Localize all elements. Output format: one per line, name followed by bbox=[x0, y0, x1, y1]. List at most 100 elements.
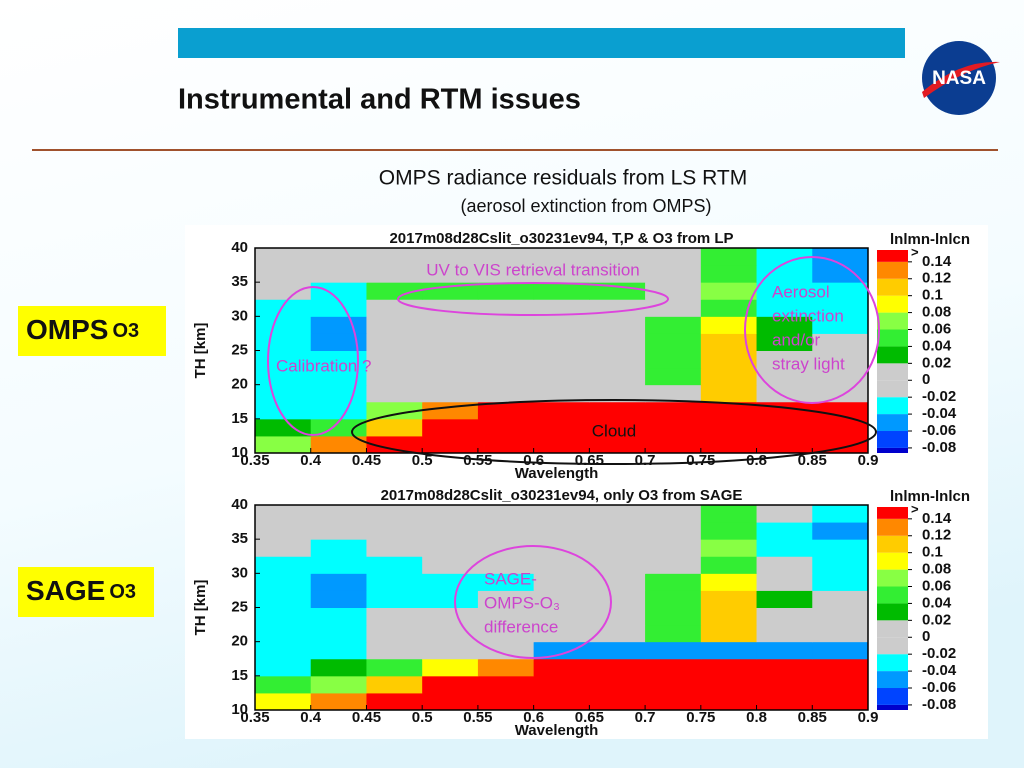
heatmap-cell bbox=[533, 248, 590, 266]
heatmap-cell bbox=[756, 367, 813, 386]
heatmap-cell bbox=[366, 522, 423, 540]
side-label-box bbox=[18, 306, 166, 356]
heatmap-cell bbox=[700, 675, 758, 694]
x-tick-label: 0.65 bbox=[575, 709, 604, 726]
heatmap-cell bbox=[812, 299, 869, 317]
side-label-species: O3 bbox=[109, 581, 136, 603]
heatmap-cell bbox=[366, 384, 423, 403]
heatmap-cell bbox=[310, 350, 367, 369]
colorbar-segment bbox=[877, 363, 908, 381]
heatmap-cell bbox=[422, 607, 479, 626]
heatmap-cell bbox=[366, 299, 423, 317]
heatmap-cell bbox=[700, 350, 758, 369]
heatmap-cell bbox=[310, 539, 367, 557]
heatmap-cell bbox=[812, 692, 869, 711]
heatmap-cell bbox=[589, 539, 646, 557]
heatmap-cell bbox=[422, 350, 479, 369]
heatmap-cell bbox=[310, 590, 367, 608]
side-label: SAGE O3 bbox=[18, 567, 154, 617]
colorbar-tick-label: -0.02 bbox=[922, 388, 956, 405]
heatmap-cell bbox=[589, 573, 646, 591]
heatmap-cell bbox=[422, 384, 479, 403]
heatmap-cell bbox=[645, 367, 702, 386]
heatmap-cell bbox=[310, 248, 367, 266]
colorbar-segment bbox=[877, 447, 908, 453]
logo-circle bbox=[922, 41, 996, 115]
colorbar-segment bbox=[877, 535, 908, 553]
heatmap-cell bbox=[310, 692, 367, 711]
heatmap-cell bbox=[477, 641, 535, 660]
heatmap-cell bbox=[422, 333, 479, 351]
heatmap-cell bbox=[477, 282, 535, 300]
annotation-text: difference bbox=[484, 617, 558, 636]
side-label-species: O3 bbox=[112, 320, 139, 342]
colorbar-segment bbox=[877, 654, 908, 672]
colorbar-tick-label: 0.04 bbox=[922, 594, 952, 611]
heatmap-cell bbox=[310, 435, 367, 454]
annotation-text: OMPS-O₃ bbox=[484, 593, 560, 612]
heatmap-cell bbox=[255, 641, 312, 660]
heatmap-cell bbox=[366, 590, 423, 608]
heatmap-cell bbox=[310, 367, 367, 386]
colorbar-tick-label: 0 bbox=[922, 628, 930, 645]
heatmap-cell bbox=[645, 675, 702, 694]
heatmap-cell bbox=[812, 401, 869, 420]
heatmap-cell bbox=[533, 607, 590, 626]
x-tick-label: 0.45 bbox=[352, 709, 381, 726]
heatmap-cell bbox=[255, 539, 312, 557]
chart: 2017m08d28Cslit_o30231ev94, T,P & O3 fro… bbox=[185, 225, 988, 482]
heatmap-cell bbox=[422, 556, 479, 574]
heatmap-cell bbox=[700, 590, 758, 608]
heatmap-cell bbox=[645, 641, 702, 660]
heatmap-cell bbox=[756, 539, 813, 557]
heatmap-cell bbox=[700, 265, 758, 283]
heatmap-cell bbox=[645, 607, 702, 626]
heatmap-cell bbox=[533, 316, 590, 334]
colorbar-segment bbox=[877, 620, 908, 638]
heatmap-cell bbox=[533, 401, 590, 420]
annotation-ellipse bbox=[397, 282, 669, 316]
annotation-text: UV to VIS retrieval transition bbox=[426, 260, 640, 279]
heatmap-cell bbox=[310, 556, 367, 574]
heatmap-cell bbox=[422, 692, 479, 711]
heatmap-cell bbox=[756, 384, 813, 403]
colorbar-tick-label: 0.06 bbox=[922, 320, 951, 337]
colorbar-segment bbox=[877, 295, 908, 313]
heatmap-cell bbox=[756, 350, 813, 369]
heatmap-cell bbox=[477, 418, 535, 437]
colorbar-tick-label: 0.1 bbox=[922, 287, 943, 304]
colorbar-tick-label: 0 bbox=[922, 371, 930, 388]
heatmap-cell bbox=[310, 607, 367, 626]
colorbar-segment bbox=[877, 704, 908, 710]
annotation-ellipse bbox=[351, 399, 877, 465]
heatmap-cell bbox=[812, 675, 869, 694]
heatmap-cell bbox=[700, 248, 758, 266]
colorbar-segment bbox=[877, 671, 908, 689]
heatmap-cell bbox=[533, 384, 590, 403]
colorbar-segment bbox=[877, 346, 908, 364]
chart-title: 2017m08d28Cslit_o30231ev94, only O3 from… bbox=[381, 487, 743, 504]
colorbar-tick-label: 0.02 bbox=[922, 354, 951, 371]
x-tick-label: 0.4 bbox=[300, 452, 322, 469]
colorbar-tick-label: -0.08 bbox=[922, 439, 956, 456]
colorbar-tick-label: 0.02 bbox=[922, 611, 951, 628]
heatmap-cell bbox=[533, 282, 590, 300]
x-tick-label: 0.9 bbox=[858, 452, 879, 469]
heatmap-cell bbox=[589, 265, 646, 283]
heatmap-cell bbox=[812, 522, 869, 540]
colorbar-segment bbox=[877, 329, 908, 347]
heatmap-cell bbox=[477, 248, 535, 266]
heatmap-cell bbox=[255, 248, 312, 266]
heatmap-cell bbox=[700, 282, 758, 300]
colorbar-tick-label: 0.14 bbox=[922, 253, 952, 270]
heatmap-cell bbox=[422, 367, 479, 386]
colorbar-segment bbox=[877, 569, 908, 587]
heatmap-cell bbox=[589, 641, 646, 660]
heatmap-cell bbox=[589, 505, 646, 523]
heatmap-cell bbox=[255, 418, 312, 437]
heatmap-cell bbox=[589, 384, 646, 403]
heatmap-cell bbox=[366, 418, 423, 437]
y-axis-label: TH [km] bbox=[192, 323, 209, 379]
heatmap-cell bbox=[589, 248, 646, 266]
logo-text: NASA bbox=[932, 68, 986, 89]
